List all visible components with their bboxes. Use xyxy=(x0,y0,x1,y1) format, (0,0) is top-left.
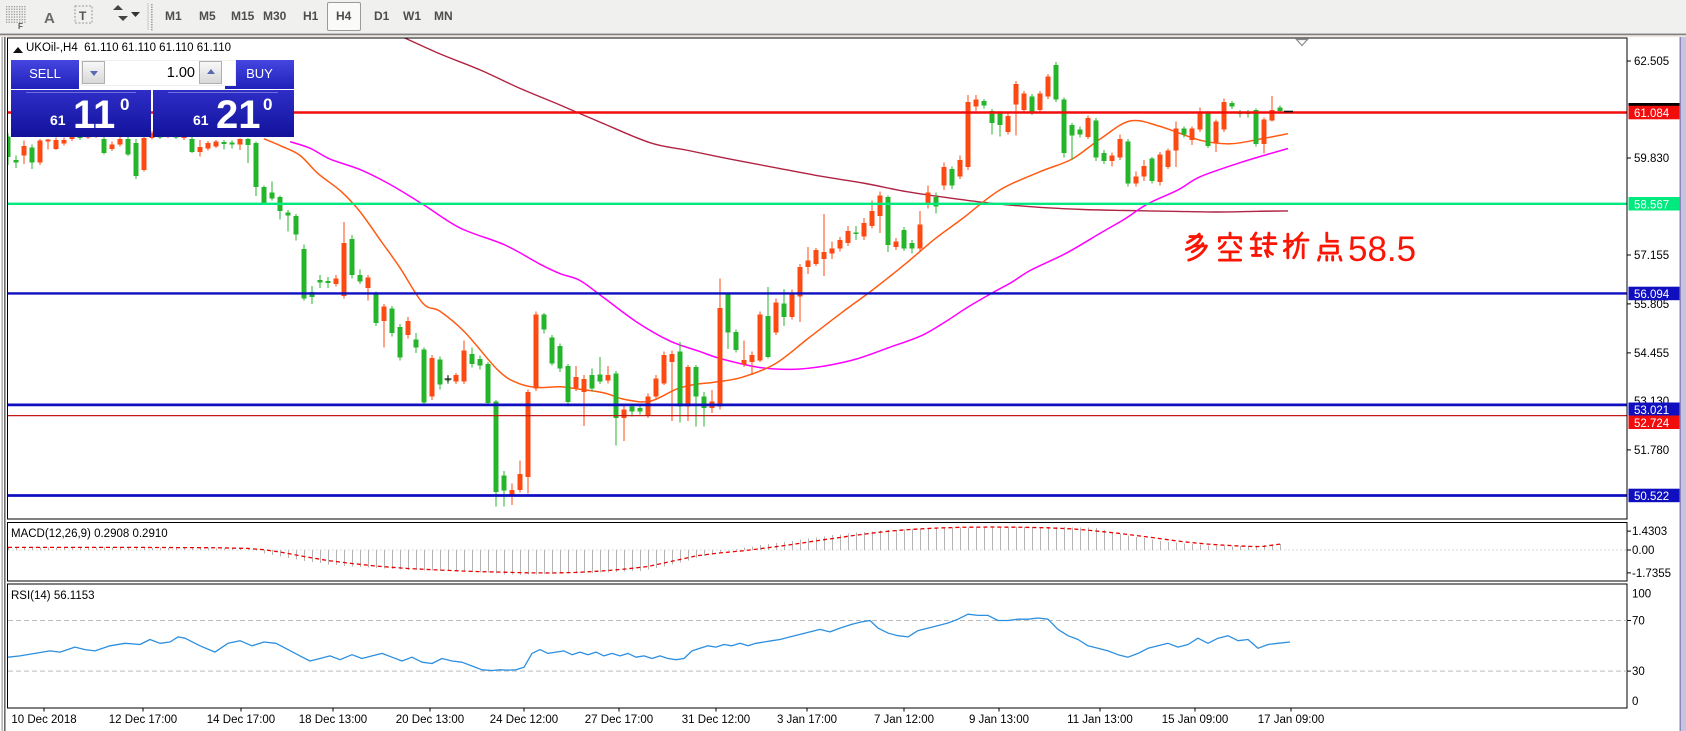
svg-text:61.084: 61.084 xyxy=(1634,108,1670,120)
svg-text:A: A xyxy=(44,10,55,27)
svg-text:7 Jan 12:00: 7 Jan 12:00 xyxy=(874,714,934,726)
svg-text:54.455: 54.455 xyxy=(1634,348,1669,360)
svg-text:10 Dec 2018: 10 Dec 2018 xyxy=(11,714,76,726)
svg-text:12 Dec 17:00: 12 Dec 17:00 xyxy=(109,714,177,726)
svg-text:0: 0 xyxy=(1632,696,1638,708)
svg-text:59.830: 59.830 xyxy=(1634,153,1669,165)
svg-text:50.522: 50.522 xyxy=(1634,491,1669,503)
svg-text:0.00: 0.00 xyxy=(1632,545,1654,557)
svg-text:56.094: 56.094 xyxy=(1634,289,1670,301)
svg-text:52.724: 52.724 xyxy=(1634,418,1670,430)
svg-text:30: 30 xyxy=(1632,666,1645,678)
svg-text:58.5: 58.5 xyxy=(1348,230,1416,269)
svg-text:58.567: 58.567 xyxy=(1634,199,1669,211)
svg-text:9 Jan 13:00: 9 Jan 13:00 xyxy=(969,714,1029,726)
svg-text:55.805: 55.805 xyxy=(1634,299,1669,311)
svg-text:51.780: 51.780 xyxy=(1634,445,1669,457)
svg-text:18 Dec 13:00: 18 Dec 13:00 xyxy=(299,714,367,726)
svg-text:31 Dec 12:00: 31 Dec 12:00 xyxy=(682,714,750,726)
svg-text:F: F xyxy=(18,22,23,31)
svg-text:24 Dec 12:00: 24 Dec 12:00 xyxy=(490,714,558,726)
svg-text:70: 70 xyxy=(1632,616,1645,628)
svg-text:27 Dec 17:00: 27 Dec 17:00 xyxy=(585,714,653,726)
svg-text:15 Jan 09:00: 15 Jan 09:00 xyxy=(1162,714,1229,726)
svg-text:11 Jan 13:00: 11 Jan 13:00 xyxy=(1067,714,1133,726)
svg-text:100: 100 xyxy=(1632,589,1651,601)
svg-text:57.155: 57.155 xyxy=(1634,250,1669,262)
svg-text:-1.7355: -1.7355 xyxy=(1632,568,1671,580)
svg-text:MACD(12,26,9) 0.2908 0.2910: MACD(12,26,9) 0.2908 0.2910 xyxy=(11,528,168,540)
svg-text:17 Jan 09:00: 17 Jan 09:00 xyxy=(1258,714,1325,726)
svg-text:53.021: 53.021 xyxy=(1634,405,1669,417)
svg-text:14 Dec 17:00: 14 Dec 17:00 xyxy=(207,714,275,726)
svg-text:1.4303: 1.4303 xyxy=(1632,526,1667,538)
svg-text:20 Dec 13:00: 20 Dec 13:00 xyxy=(396,714,464,726)
svg-text:3 Jan 17:00: 3 Jan 17:00 xyxy=(777,714,837,726)
svg-text:62.505: 62.505 xyxy=(1634,56,1669,68)
svg-text:RSI(14) 56.1153: RSI(14) 56.1153 xyxy=(11,590,95,602)
svg-text:T: T xyxy=(79,9,87,23)
